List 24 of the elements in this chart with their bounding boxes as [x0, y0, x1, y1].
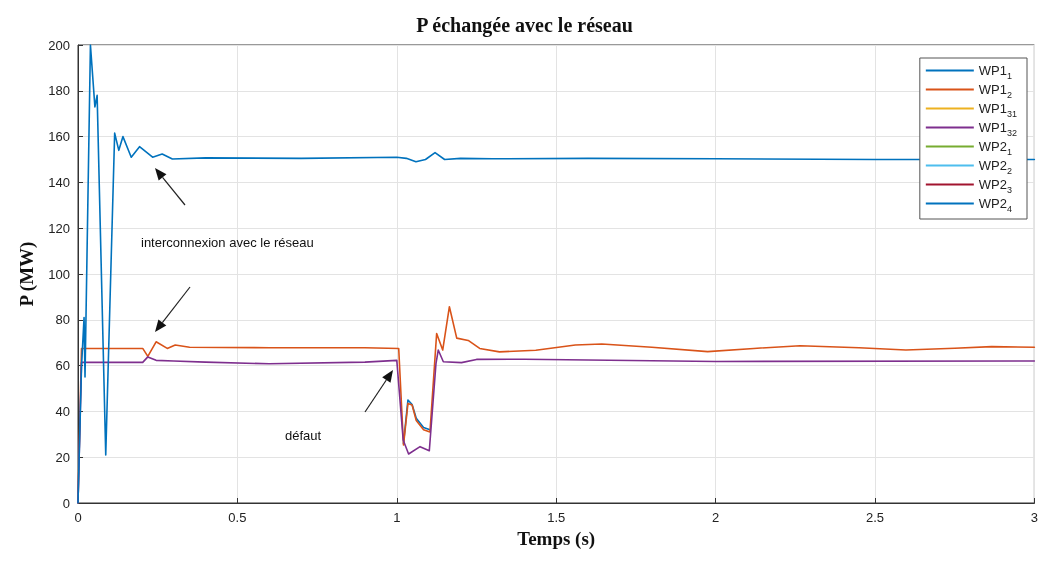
y-tick-label: 200: [48, 37, 70, 53]
y-tick-label: 40: [55, 403, 70, 419]
y-tick-label: 160: [48, 129, 70, 145]
x-axis-title: Temps (s): [517, 528, 596, 550]
y-tick-label: 180: [48, 83, 70, 99]
y-tick-label: 20: [55, 449, 70, 465]
y-tick-label: 80: [55, 312, 70, 328]
line-series: [77, 44, 1036, 504]
y-tick-label: 120: [48, 220, 70, 236]
x-tick-label: 0: [74, 510, 82, 525]
y-tick-label: 0: [62, 495, 70, 511]
y-tick-label: 140: [48, 174, 70, 190]
x-tick-label: 2.5: [865, 510, 885, 525]
x-tick-label: 3: [1030, 510, 1038, 525]
x-tick-label: 1: [393, 510, 401, 525]
y-tick-label: 60: [55, 358, 70, 374]
y-axis-title: P (MW): [16, 241, 38, 307]
chart-title: P échangée avec le réseau: [416, 14, 633, 37]
x-tick-label: 0.5: [228, 510, 247, 525]
annotation: interconnexion avec le réseau: [141, 235, 314, 250]
y-tick-label: 100: [48, 266, 70, 282]
annotation: défaut: [285, 428, 322, 443]
x-tick-label: 2: [711, 510, 720, 525]
x-tick-label: 1.5: [547, 510, 566, 525]
